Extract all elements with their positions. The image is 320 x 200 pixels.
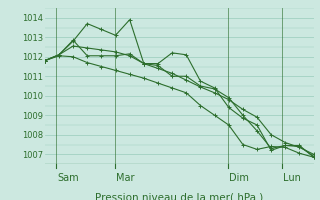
Text: Sam: Sam — [58, 173, 79, 183]
Text: Mar: Mar — [116, 173, 135, 183]
Text: Lun: Lun — [283, 173, 301, 183]
Text: Pression niveau de la mer( hPa ): Pression niveau de la mer( hPa ) — [95, 192, 263, 200]
Text: Dim: Dim — [229, 173, 249, 183]
